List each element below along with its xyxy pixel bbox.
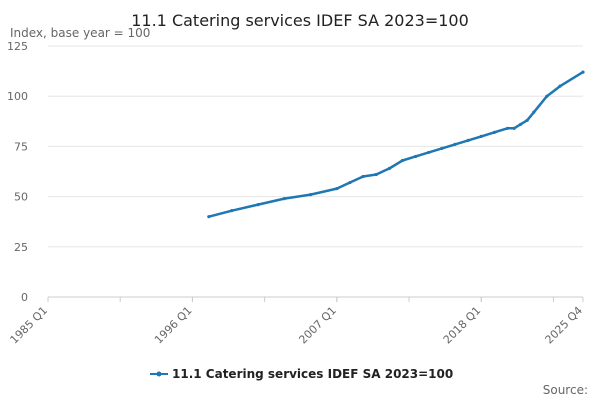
data-point — [492, 130, 496, 134]
grid-layer — [48, 45, 583, 298]
data-point — [440, 146, 444, 151]
data-point — [558, 84, 562, 88]
x-tick-label: 1985 Q1 — [8, 304, 51, 347]
data-point — [581, 70, 585, 74]
data-point — [308, 192, 313, 197]
data-point — [525, 118, 529, 122]
chart-title: 11.1 Catering services IDEF SA 2023=100 — [131, 11, 469, 30]
data-point — [519, 122, 523, 126]
data-point — [414, 154, 418, 159]
data-point — [282, 197, 286, 201]
data-point — [361, 174, 365, 179]
y-tick-label: 75 — [14, 140, 28, 153]
x-tick-label: 2025 Q4 — [543, 304, 586, 347]
data-point — [348, 180, 352, 185]
data-point — [335, 186, 339, 191]
data-point — [230, 209, 234, 213]
y-axis-label: Index, base year = 100 — [10, 26, 150, 40]
y-tick-label: 25 — [14, 241, 28, 254]
source-label: Source: — [543, 383, 588, 397]
legend-marker — [156, 371, 162, 377]
y-tick-label: 50 — [14, 191, 28, 204]
data-point — [427, 150, 431, 155]
data-point — [400, 158, 405, 163]
data-point — [512, 126, 516, 130]
y-tick-label: 125 — [7, 40, 28, 53]
data-point — [479, 134, 483, 138]
data-point — [256, 203, 260, 207]
x-tick-label: 1996 Q1 — [152, 304, 195, 347]
data-point — [387, 166, 391, 171]
data-point — [374, 172, 378, 177]
y-tick-label: 100 — [7, 90, 28, 103]
legend-text: 11.1 Catering services IDEF SA 2023=100 — [172, 367, 453, 381]
data-point — [453, 142, 457, 146]
x-axis: 1985 Q1 1996 Q1 2007 Q1 2018 Q1 2025 Q4 — [8, 296, 586, 347]
series-line — [208, 71, 584, 218]
series-layer — [207, 70, 585, 219]
y-tick-labels: 0 25 50 75 100 125 — [7, 40, 28, 304]
data-point — [532, 110, 536, 114]
data-point — [207, 215, 211, 219]
y-tick-label: 0 — [21, 291, 28, 304]
legend: 11.1 Catering services IDEF SA 2023=100 — [150, 367, 453, 381]
x-tick-label: 2018 Q1 — [441, 304, 484, 347]
data-point — [466, 138, 470, 142]
data-point — [545, 94, 549, 98]
data-point — [505, 126, 510, 130]
x-tick-label: 2007 Q1 — [296, 304, 339, 347]
